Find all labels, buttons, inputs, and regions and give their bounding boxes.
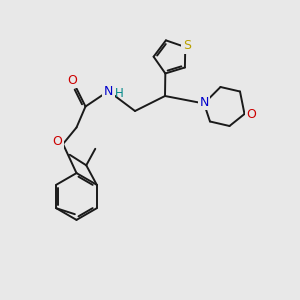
- Text: O: O: [52, 135, 62, 148]
- Text: N: N: [104, 85, 113, 98]
- Text: O: O: [68, 74, 77, 87]
- Text: H: H: [114, 87, 123, 100]
- Text: O: O: [246, 107, 256, 121]
- Text: S: S: [183, 39, 191, 52]
- Text: N: N: [199, 95, 209, 109]
